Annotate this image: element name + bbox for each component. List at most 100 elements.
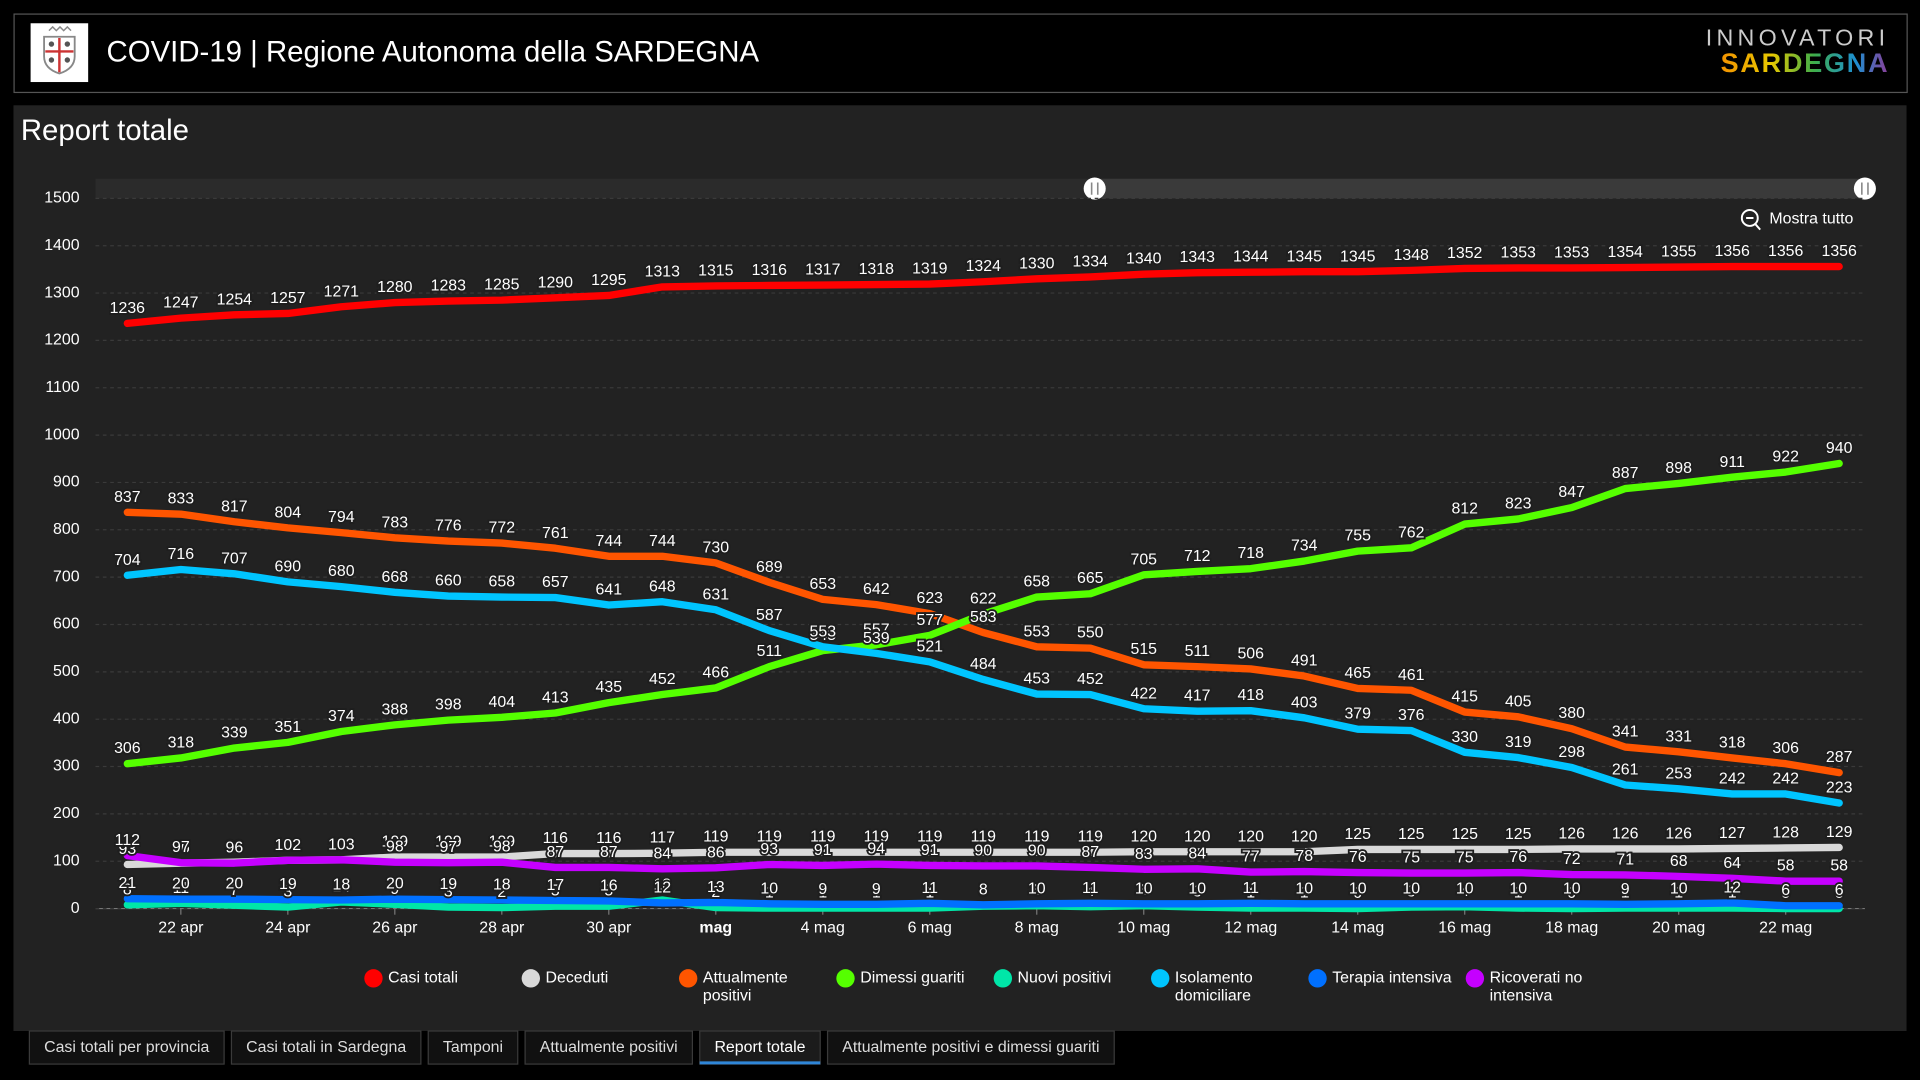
legend-swatch[interactable] (521, 969, 540, 988)
tab-label[interactable]: Tamponi (443, 1039, 503, 1056)
tab-label[interactable]: Attualmente positivi e dimessi guariti (842, 1039, 1099, 1056)
data-label: 405 (1505, 693, 1532, 710)
data-label: 716 (168, 546, 195, 563)
legend-swatch[interactable] (1151, 969, 1170, 988)
x-tick-label: 20 mag (1652, 919, 1705, 936)
data-label: 658 (489, 574, 516, 591)
data-label: 484 (970, 656, 997, 673)
legend-swatch[interactable] (364, 969, 383, 988)
legend-swatch[interactable] (1308, 969, 1327, 988)
data-label: 125 (1398, 826, 1425, 843)
data-label: 762 (1398, 524, 1425, 541)
data-label: 817 (221, 498, 248, 515)
data-label: 511 (1185, 643, 1211, 660)
y-tick-label: 1500 (44, 190, 80, 207)
data-label: 6 (1781, 882, 1790, 899)
legend-item[interactable]: Attualmente positivi (678, 969, 792, 1005)
data-label: 11 (1082, 880, 1099, 897)
legend-item[interactable]: Nuovi positivi (993, 969, 1112, 988)
legend-item[interactable]: Ricoverati no intensiva (1465, 969, 1587, 1005)
legend-item[interactable]: Casi totali (364, 969, 458, 988)
tab[interactable]: Attualmente positivi e dimessi guariti (826, 1030, 1115, 1065)
legend-swatch[interactable] (836, 969, 855, 988)
data-label: 116 (596, 830, 622, 847)
data-label: 109 (435, 833, 462, 850)
data-label: 242 (1719, 771, 1746, 788)
legend-item[interactable]: Dimessi guariti (836, 969, 965, 988)
legend-swatch[interactable] (1465, 969, 1485, 988)
data-label: 5 (979, 883, 988, 900)
data-label: 4 (1460, 883, 1469, 900)
data-label: 417 (1184, 688, 1211, 705)
data-label: 71 (1616, 851, 1634, 868)
tab-box[interactable] (524, 1030, 694, 1065)
legend-item[interactable]: Deceduti (521, 969, 609, 988)
tab-box[interactable] (427, 1030, 519, 1065)
data-label: 3 (283, 884, 292, 901)
tab-label[interactable]: Attualmente positivi (540, 1039, 678, 1056)
data-label: 58 (1830, 858, 1848, 875)
legend-item[interactable]: Isolamento domiciliare (1151, 969, 1257, 1005)
legend-swatch[interactable] (993, 969, 1013, 988)
data-label: 351 (275, 719, 302, 736)
tab[interactable]: Report totale (699, 1030, 821, 1065)
tab[interactable]: Casi totali per provincia (28, 1030, 225, 1065)
legend-swatch[interactable] (678, 969, 698, 988)
data-label: 10 (1188, 880, 1206, 897)
data-label: 96 (225, 840, 243, 857)
tab-box[interactable] (826, 1030, 1115, 1065)
legend-label[interactable]: Nuovi positivi (1018, 970, 1112, 987)
legend-label[interactable]: Ricoverati no intensiva (1490, 970, 1587, 1005)
data-label: 119 (810, 829, 836, 846)
x-tick-label: 22 apr (158, 919, 204, 936)
legend-label[interactable]: Deceduti (546, 970, 609, 987)
tab-label[interactable]: Casi totali in Sardegna (246, 1039, 406, 1056)
data-label: 553 (810, 623, 837, 640)
data-label: 783 (382, 514, 409, 531)
legend-label[interactable]: Dimessi guariti (860, 970, 964, 987)
tab[interactable]: Tamponi (427, 1030, 519, 1065)
data-label: 461 (1398, 667, 1425, 684)
scrollbar-handle[interactable] (1083, 177, 1106, 200)
tab[interactable]: Casi totali in Sardegna (230, 1030, 422, 1065)
data-label: 403 (1291, 694, 1318, 711)
tab-label[interactable]: Casi totali per provincia (44, 1039, 209, 1056)
data-label: 466 (703, 664, 730, 681)
data-label: 109 (489, 833, 516, 850)
tab-box[interactable] (230, 1030, 422, 1065)
data-label: 0 (1567, 885, 1576, 902)
data-label: 87 (600, 844, 618, 861)
data-label: 1356 (1714, 243, 1750, 260)
data-label: 1271 (324, 283, 360, 300)
data-label: 1356 (1821, 243, 1857, 260)
legend-label[interactable]: Terapia intensiva (1332, 970, 1452, 987)
data-label: 94 (867, 841, 885, 858)
legend: Casi totali Deceduti Attualmente positivi D… (364, 969, 1587, 1005)
reset-zoom-label[interactable]: Mostra tutto (1769, 210, 1853, 227)
data-label: 68 (1670, 853, 1688, 870)
data-label: 550 (1077, 625, 1104, 642)
data-label: 3 (1193, 884, 1202, 901)
scrollbar-range[interactable] (1094, 178, 1865, 199)
tab-box[interactable] (699, 1030, 821, 1065)
legend-item[interactable]: Terapia intensiva (1308, 969, 1452, 988)
reset-zoom-button[interactable]: Mostra tutto (1740, 209, 1854, 231)
scrollbar-handle[interactable] (1853, 177, 1876, 200)
data-label: 90 (974, 842, 992, 859)
data-label: 287 (1826, 749, 1853, 766)
data-label: 126 (1665, 825, 1692, 842)
data-label: 116 (543, 830, 569, 847)
data-label: 10 (1563, 880, 1581, 897)
data-label: 1345 (1340, 248, 1376, 265)
legend-label[interactable]: Attualmente positivi (703, 970, 792, 1005)
data-label: 1257 (270, 290, 306, 307)
legend-label[interactable]: Isolamento domiciliare (1175, 970, 1257, 1005)
data-label: 21 (118, 875, 136, 892)
data-label: 103 (328, 836, 355, 853)
tab-label[interactable]: Report totale (714, 1039, 805, 1056)
tab-box[interactable] (28, 1030, 225, 1065)
data-label: 331 (1665, 728, 1692, 745)
tab[interactable]: Attualmente positivi (524, 1030, 694, 1065)
data-label: 1353 (1501, 244, 1537, 261)
legend-label[interactable]: Casi totali (388, 970, 458, 987)
